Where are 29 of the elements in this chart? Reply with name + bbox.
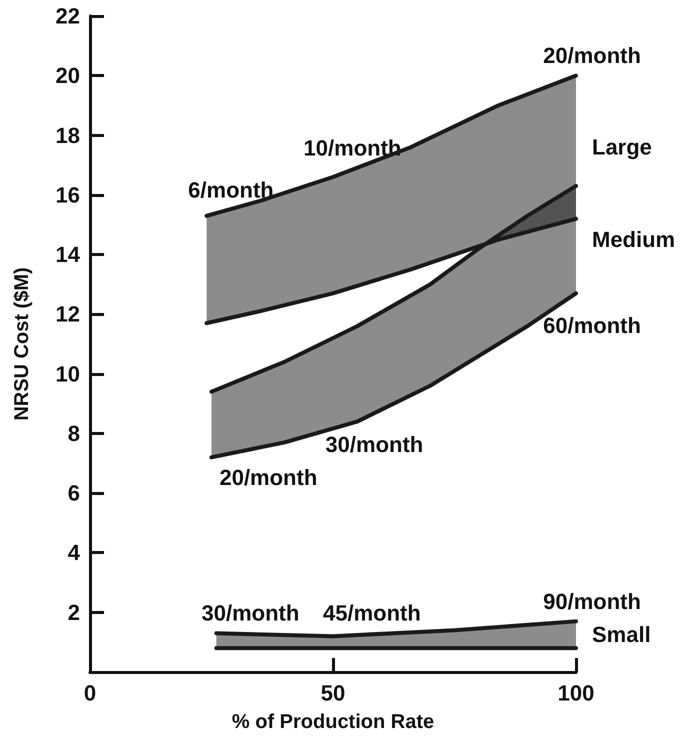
line-series [214, 619, 578, 638]
y-tick-label: 6 [68, 480, 80, 506]
y-tick-label: 2 [68, 600, 80, 625]
annotation: 60/month [543, 312, 641, 338]
annotation: 20/month [543, 43, 641, 68]
y-tick-label: 20 [56, 63, 80, 88]
x-axis-title: % of Production Rate [232, 711, 434, 733]
y-tick-label: 4 [68, 540, 81, 566]
annotation: 45/month [322, 600, 421, 626]
annotation: 30/month [325, 432, 424, 458]
x-tick-label: 50 [320, 680, 346, 706]
y-tick-label: 8 [68, 420, 80, 446]
y-tick-label: 14 [56, 242, 81, 268]
annotation: 30/month [201, 600, 300, 626]
y-tick-label: 22 [56, 4, 80, 28]
y-tick-label: 10 [56, 361, 80, 386]
series-label: Small [592, 622, 651, 648]
annotation: 90/month [543, 588, 641, 614]
series-label: Medium [592, 227, 676, 252]
annotation: 6/month [188, 177, 274, 202]
y-tick-label: 12 [56, 302, 80, 327]
x-tick-label: 0 [84, 680, 96, 706]
y-tick-label: 18 [56, 122, 80, 148]
text: Large [592, 134, 652, 160]
y-axis-title: NRSU Cost ($M) [11, 267, 33, 421]
y-tick-label: 16 [56, 182, 80, 208]
annotation: 20/month [219, 464, 318, 490]
annotation: 10/month [304, 136, 402, 161]
x-tick-label: 100 [558, 680, 594, 706]
